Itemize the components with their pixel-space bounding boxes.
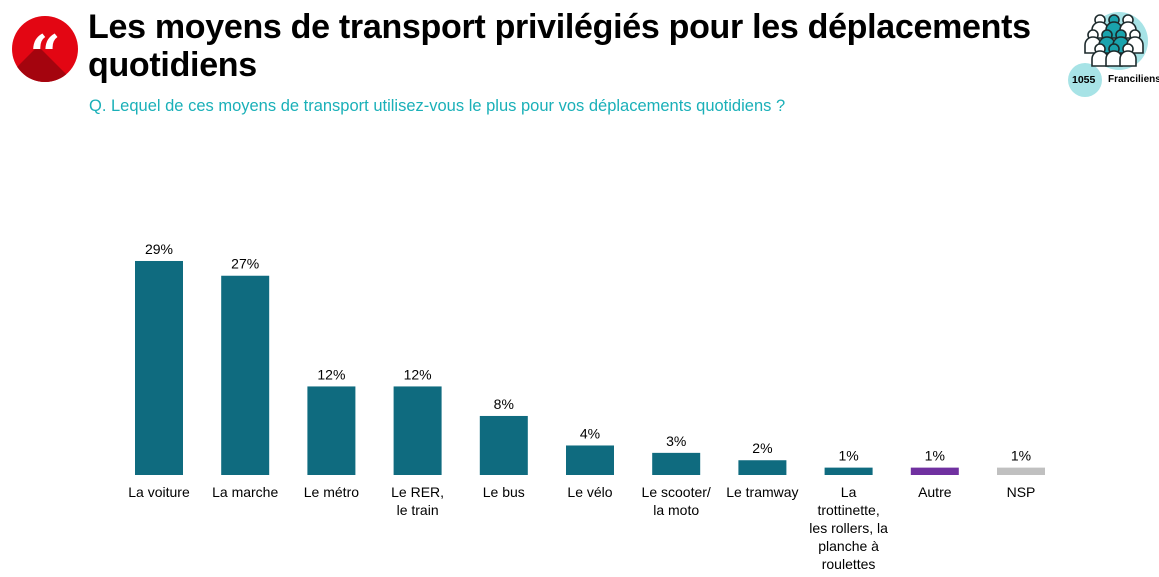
quote-icon: “ [12,16,78,82]
people-group-icon [1084,14,1144,67]
data-label: 8% [494,396,514,412]
x-tick-label: Le métro [303,484,360,500]
data-label: 29% [145,241,173,257]
x-tick-label: La marche [212,484,279,500]
page-title: Les moyens de transport privilégiés pour… [88,8,1031,84]
data-label: 12% [404,366,432,382]
bar-2 [221,275,270,475]
data-label: 1% [925,448,945,464]
bar-7 [652,452,701,475]
x-tick-label: NSP [1006,484,1036,500]
x-tick-label: Le bus [482,484,525,500]
data-label: 4% [580,425,600,441]
bar-9 [824,467,873,475]
x-tick-label: Le tramway [726,484,799,500]
bar-6 [566,445,614,475]
data-label: 1% [1011,448,1031,464]
bar-10 [910,467,959,475]
x-tick-label: La voiture [128,484,190,500]
sample-size-label: Franciliens [1108,74,1159,85]
data-label: 1% [838,448,858,464]
bar-3 [307,386,356,475]
x-tick-label: Le vélo [567,484,613,500]
data-label: 2% [752,440,772,456]
data-label: 3% [666,433,686,449]
bar-5 [479,415,528,475]
data-label: 12% [317,366,345,382]
x-tick-label: Le scooter/la moto [641,484,711,518]
bar-11 [997,467,1045,475]
bar-8 [738,460,787,475]
question-text: Q. Lequel de ces moyens de transport uti… [89,97,786,115]
x-tick-label: Le RER, le train [391,484,445,518]
x-tick-label: Autre [918,484,952,500]
bar-1 [135,260,183,475]
sample-size-value: 1055 [1072,74,1096,86]
data-label: 27% [231,256,259,272]
sample-size-badge: 1055 Franciliens [1068,8,1159,97]
x-tick-label: La trottinette, les rollers, la planche à ro… [809,484,888,572]
bar-4 [393,386,442,475]
